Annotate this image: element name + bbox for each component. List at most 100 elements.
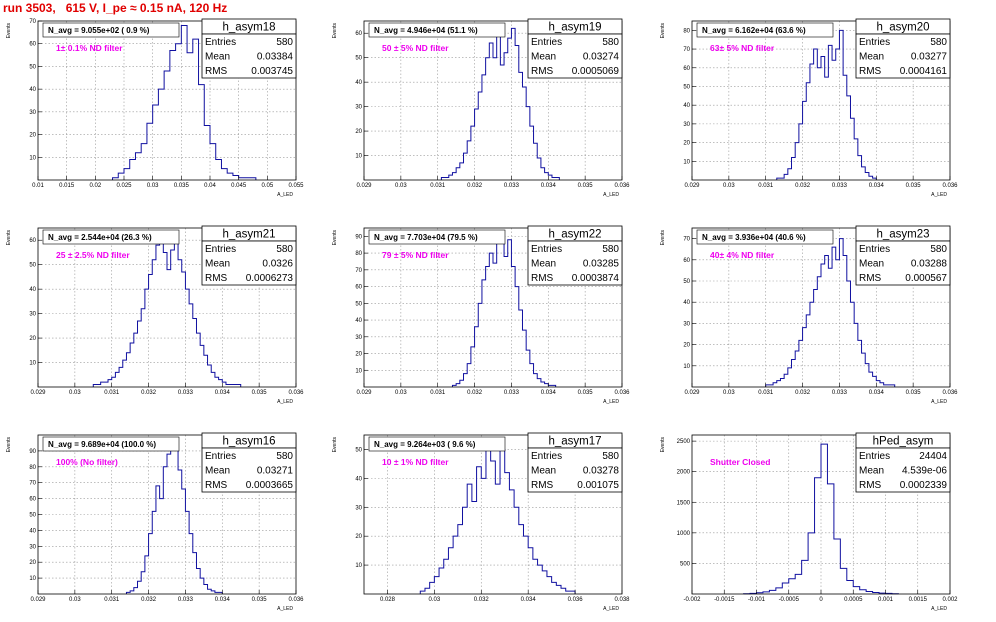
y-tick-label: 50: [29, 64, 36, 70]
filter-label: 79 ± 5% ND filter: [382, 250, 449, 260]
y-tick-label: 1500: [677, 500, 691, 506]
y-tick-label: 2000: [677, 470, 691, 476]
x-tick-label: 0.035: [252, 597, 268, 603]
x-tick-label: 0.03: [69, 390, 81, 396]
x-axis-title: A_LED: [603, 192, 619, 198]
n-avg-box: N_avg = 7.703e+04 (79.5 %): [368, 229, 506, 245]
stats-label: Entries: [859, 37, 890, 48]
y-axis-title: Events: [660, 437, 666, 453]
y-tick-label: 10: [29, 361, 36, 367]
stats-label: Entries: [531, 37, 562, 48]
x-tick-label: 0.032: [141, 390, 157, 396]
x-tick-label: 0.034: [215, 597, 231, 603]
x-tick-label: 0.035: [578, 390, 594, 396]
x-tick-label: 0.03: [723, 183, 735, 189]
histogram-line: [419, 443, 576, 594]
y-tick-label: 60: [683, 258, 690, 264]
y-tick-label: 90: [355, 234, 362, 240]
stats-value: 4.539e-06: [902, 466, 947, 477]
y-tick-label: 40: [29, 287, 36, 293]
x-axis-title: A_LED: [931, 399, 947, 405]
x-tick-label: 0.029: [30, 597, 46, 603]
y-tick-label: 40: [355, 318, 362, 324]
x-tick-label: -0.001: [748, 597, 766, 603]
stats-label: Entries: [531, 451, 562, 462]
x-tick-label: 0.038: [614, 597, 630, 603]
x-tick-label: 0.001: [878, 597, 894, 603]
x-axis-title: A_LED: [603, 606, 619, 612]
plot-frame: [691, 20, 951, 181]
y-tick-label: 60: [29, 42, 36, 48]
stats-value: 0.03384: [257, 52, 294, 63]
x-tick-label: 0.032: [474, 597, 490, 603]
histogram-line: [92, 234, 242, 387]
histogram-panel-h_asym18: 0.01 0.015 0.02 0.025 0.03 0.035 0.04 0.045 0.05…: [6, 18, 304, 198]
y-tick-label: 10: [29, 155, 36, 161]
histogram-name: h_asym18: [222, 22, 275, 34]
x-tick-label: -0.0005: [779, 597, 800, 603]
filter-label: 50 ± 5% ND filter: [382, 43, 449, 53]
stats-label: Entries: [531, 244, 562, 255]
y-axis-title: Events: [660, 23, 666, 39]
n-avg-box: N_avg = 9.055e+02 ( 0.9 %): [42, 22, 180, 38]
histogram-name: h_asym22: [548, 229, 601, 241]
n-avg-box: N_avg = 4.946e+04 (51.1 %): [368, 22, 506, 38]
stats-box: h_asym22 Entries 580 Mean 0.03285 RMS 0.000387…: [527, 225, 623, 286]
histogram-line: [440, 27, 560, 180]
x-tick-label: 0.033: [178, 390, 194, 396]
y-tick-label: 20: [29, 133, 36, 139]
stats-label: RMS: [531, 273, 554, 284]
x-tick-label: 0.035: [578, 183, 594, 189]
y-tick-label: 30: [29, 110, 36, 116]
x-tick-label: 0.034: [215, 390, 231, 396]
x-tick-label: 0.035: [906, 183, 922, 189]
x-axis-title: A_LED: [277, 192, 293, 198]
stats-box: h_asym23 Entries 580 Mean 0.03288 RMS 0.000567: [855, 225, 951, 286]
n-avg-label: N_avg = 6.162e+04 (63.6 %): [702, 26, 806, 35]
stats-value: 0.000567: [905, 273, 947, 284]
y-axis-title: Events: [332, 230, 338, 246]
y-tick-label: 50: [29, 263, 36, 269]
plot-frame: [363, 227, 623, 388]
stats-value: 0.03277: [911, 52, 948, 63]
plot-frame: [37, 227, 297, 388]
x-tick-label: 0.04: [204, 183, 216, 189]
x-tick-label: 0.032: [795, 183, 811, 189]
x-tick-label: 0.033: [832, 390, 848, 396]
histogram-panel-h_asym20: 0.029 0.03 0.031 0.032 0.033 0.034 0.035 0.036 1…: [660, 18, 958, 198]
filter-label: Shutter Closed: [710, 457, 770, 467]
x-axis-title: A_LED: [603, 399, 619, 405]
filter-label: 100% (No filter): [56, 457, 118, 467]
x-tick-label: 0.03: [723, 390, 735, 396]
stats-label: Mean: [859, 259, 884, 270]
stats-box: h_asym20 Entries 580 Mean 0.03277 RMS 0.000416…: [855, 18, 951, 79]
y-tick-label: 20: [355, 352, 362, 358]
stats-label: Entries: [205, 451, 236, 462]
stats-value: 580: [602, 244, 619, 255]
y-tick-label: 10: [683, 364, 690, 370]
stats-value: 0.03274: [583, 52, 620, 63]
stats-body: [201, 33, 297, 79]
x-tick-label: -0.002: [683, 597, 701, 603]
x-tick-label: 0.036: [288, 390, 304, 396]
filter-label: 63± 5% ND filter: [710, 43, 775, 53]
stats-body: [527, 447, 623, 493]
y-tick-label: 80: [29, 465, 36, 471]
x-tick-label: 0.035: [174, 183, 190, 189]
n-avg-box: N_avg = 2.544e+04 (26.3 %): [42, 229, 180, 245]
n-avg-label: N_avg = 9.264e+03 ( 9.6 %): [374, 440, 476, 449]
stats-value: 580: [276, 37, 293, 48]
y-tick-label: 10: [355, 368, 362, 374]
x-tick-label: 0.015: [59, 183, 75, 189]
y-tick-label: 70: [29, 19, 36, 25]
stats-body: [201, 240, 297, 286]
stats-label: Entries: [859, 244, 890, 255]
stats-label: Mean: [531, 52, 556, 63]
stats-label: RMS: [859, 273, 882, 284]
histogram-line: [776, 29, 877, 180]
y-tick-label: 20: [683, 141, 690, 147]
y-tick-label: 60: [355, 285, 362, 291]
x-tick-label: 0.035: [252, 390, 268, 396]
stats-box: h_asym18 Entries 580 Mean 0.03384 RMS 0.003745: [201, 18, 297, 79]
